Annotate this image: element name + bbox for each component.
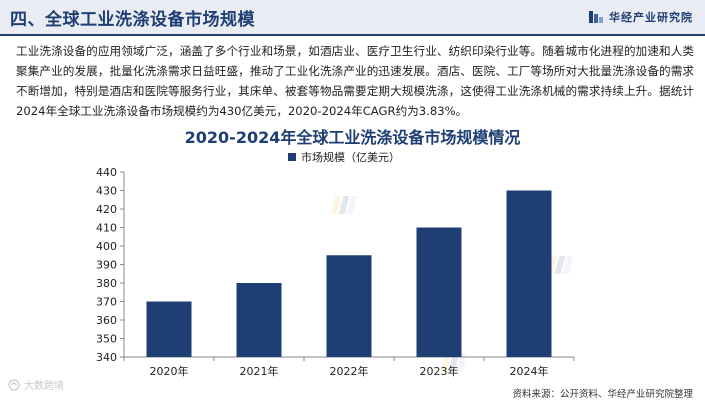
header-bar: 四、全球工业洗涤设备市场规模 华经产业研究院 xyxy=(0,0,705,36)
y-tick-label: 350 xyxy=(96,333,117,346)
x-tick-label: 2021年 xyxy=(240,364,279,378)
y-tick-label: 340 xyxy=(96,351,117,364)
watermark-icon xyxy=(8,378,20,391)
watermark-logo-icon xyxy=(330,196,358,214)
legend-swatch xyxy=(288,153,296,161)
watermark-text: 大数跨境 xyxy=(24,381,64,392)
brand: 华经产业研究院 xyxy=(589,9,693,25)
y-tick-label: 380 xyxy=(96,277,117,290)
y-tick-label: 400 xyxy=(96,240,117,253)
y-tick-label: 410 xyxy=(96,222,117,235)
x-tick-label: 2022年 xyxy=(330,364,369,378)
x-tick-label: 2023年 xyxy=(420,364,459,378)
y-tick-label: 430 xyxy=(96,185,117,198)
bar-2023年 xyxy=(416,227,462,357)
y-tick-label: 390 xyxy=(96,259,117,272)
y-tick-label: 420 xyxy=(96,203,117,216)
intro-paragraph: 工业洗涤设备的应用领域广泛，涵盖了多个行业和场景，如酒店业、医疗卫生行业、纺织印… xyxy=(16,44,694,118)
bar-2020年 xyxy=(146,301,192,357)
legend-label: 市场规模（亿美元） xyxy=(301,150,400,164)
y-tick-label: 360 xyxy=(96,314,117,327)
bar-2021年 xyxy=(236,283,282,357)
page-title: 四、全球工业洗涤设备市场规模 xyxy=(10,10,255,30)
x-tick-label: 2020年 xyxy=(150,364,189,378)
brand-name: 华经产业研究院 xyxy=(609,11,693,24)
bar-2022年 xyxy=(326,255,372,357)
source-note: 资料来源：公开资料、华经产业研究院整理 xyxy=(512,389,693,400)
brand-logo-icon xyxy=(589,11,603,23)
bar-2024年 xyxy=(506,190,552,357)
chart-title: 2020-2024年全球工业洗涤设备市场规模情况 xyxy=(184,128,521,147)
watermark-bottom-left: 大数跨境 xyxy=(8,377,64,392)
watermark-logo-icon xyxy=(440,354,468,372)
y-tick-label: 440 xyxy=(96,166,117,179)
y-tick-label: 370 xyxy=(96,296,117,309)
x-tick-label: 2024年 xyxy=(510,364,549,378)
